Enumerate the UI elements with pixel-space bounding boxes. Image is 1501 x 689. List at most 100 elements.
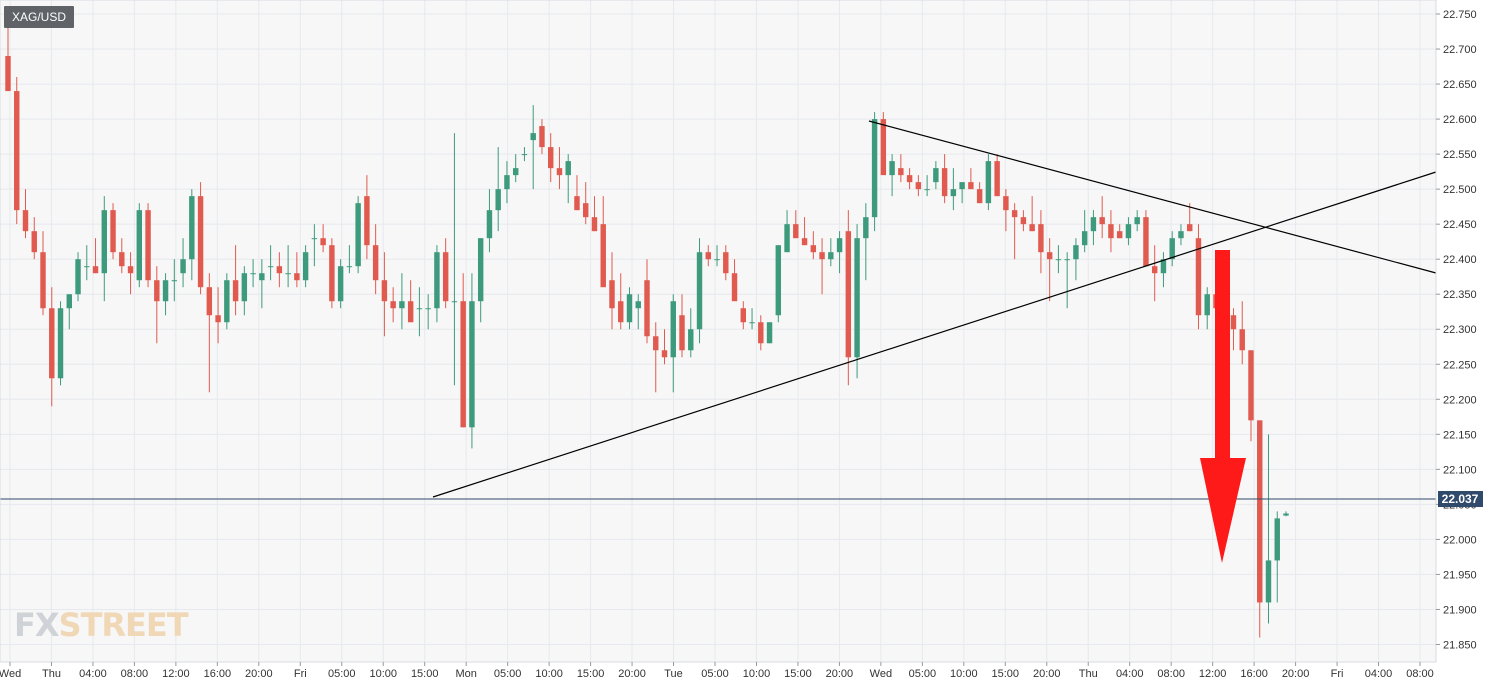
candle-body bbox=[530, 133, 536, 141]
candle bbox=[1081, 210, 1088, 253]
candle-body bbox=[66, 294, 72, 309]
candle bbox=[127, 252, 134, 295]
candle-body bbox=[1169, 238, 1175, 260]
y-tick-label: 22.200 bbox=[1443, 394, 1477, 406]
candle-body bbox=[933, 168, 939, 183]
candle bbox=[959, 182, 965, 204]
candle-body bbox=[127, 266, 134, 274]
y-tick-label: 22.000 bbox=[1443, 534, 1477, 546]
candle bbox=[793, 210, 799, 239]
candle bbox=[57, 301, 64, 386]
candle bbox=[583, 182, 589, 225]
y-tick-label: 22.150 bbox=[1443, 429, 1477, 441]
candle-body bbox=[49, 308, 55, 379]
candle bbox=[1239, 301, 1245, 365]
candle-body bbox=[364, 196, 370, 246]
candle-body bbox=[189, 196, 195, 260]
candle bbox=[285, 245, 291, 288]
candle-body bbox=[285, 273, 291, 275]
candle-body bbox=[355, 203, 361, 267]
candle bbox=[320, 224, 326, 253]
candle bbox=[302, 245, 309, 288]
candle-body bbox=[154, 280, 160, 302]
candle bbox=[407, 280, 414, 323]
candle-body bbox=[215, 315, 221, 323]
x-tick-label: 04:00 bbox=[1365, 668, 1393, 680]
candle bbox=[968, 168, 974, 190]
candle-body bbox=[1265, 560, 1272, 603]
candle-body bbox=[1125, 224, 1132, 239]
candle-body bbox=[871, 119, 878, 218]
candle-body bbox=[294, 273, 300, 281]
logo-fx: FX bbox=[14, 606, 60, 644]
candle-body bbox=[661, 350, 668, 358]
candle-body bbox=[171, 280, 178, 282]
candle-body bbox=[1081, 231, 1088, 246]
candle bbox=[915, 175, 922, 197]
candle bbox=[1125, 217, 1132, 246]
candle bbox=[276, 252, 283, 288]
plot-background bbox=[0, 0, 1436, 662]
candle-body bbox=[784, 224, 790, 253]
candle bbox=[740, 301, 747, 330]
candle-body bbox=[574, 196, 580, 211]
candle bbox=[469, 273, 475, 449]
candle-body bbox=[1195, 238, 1202, 316]
candle-body bbox=[31, 231, 37, 253]
candle-body bbox=[766, 322, 773, 344]
candle-body bbox=[372, 245, 379, 281]
x-tick-label: 10:00 bbox=[535, 668, 563, 680]
candle bbox=[1151, 245, 1158, 302]
candle-body bbox=[180, 259, 186, 274]
candle bbox=[600, 196, 606, 288]
candle-body bbox=[75, 259, 81, 295]
candle-body bbox=[941, 168, 948, 197]
candle bbox=[364, 175, 370, 260]
y-tick-label: 22.250 bbox=[1443, 359, 1477, 371]
x-tick-label: Fri bbox=[1331, 668, 1344, 680]
candle bbox=[1073, 238, 1079, 281]
candle-body bbox=[749, 322, 755, 324]
candle bbox=[854, 224, 860, 379]
candle-body bbox=[40, 252, 46, 309]
candle-body bbox=[950, 189, 957, 197]
candle-body bbox=[653, 336, 659, 351]
candle bbox=[171, 259, 178, 302]
symbol-badge: XAG/USD bbox=[4, 6, 75, 28]
y-tick-label: 21.850 bbox=[1443, 639, 1477, 651]
candle-body bbox=[250, 273, 256, 275]
candle-body bbox=[486, 210, 493, 239]
candle bbox=[425, 294, 431, 330]
x-tick-label: 08:00 bbox=[1157, 668, 1185, 680]
candle bbox=[486, 189, 493, 253]
candle bbox=[871, 112, 878, 232]
x-tick-label: 15:00 bbox=[411, 668, 439, 680]
candle-body bbox=[1038, 224, 1044, 253]
candle bbox=[1011, 203, 1018, 260]
candle bbox=[512, 154, 519, 183]
y-tick-label: 22.500 bbox=[1443, 184, 1477, 196]
candle-body bbox=[1204, 294, 1210, 316]
candle-body bbox=[600, 224, 606, 288]
candle bbox=[372, 224, 379, 295]
candle bbox=[460, 273, 466, 428]
candle-body bbox=[381, 280, 388, 302]
candle bbox=[189, 189, 195, 281]
candle-body bbox=[224, 280, 230, 323]
candle-body bbox=[679, 315, 685, 351]
candle-body bbox=[976, 189, 983, 204]
candle bbox=[259, 259, 265, 309]
x-tick-label: 15:00 bbox=[992, 668, 1020, 680]
candle bbox=[119, 238, 125, 274]
candle-body bbox=[329, 245, 335, 302]
candle bbox=[224, 273, 230, 330]
candle-body bbox=[1239, 329, 1245, 351]
candle-body bbox=[696, 252, 703, 330]
candle-body bbox=[399, 301, 405, 309]
candle-body bbox=[924, 189, 930, 191]
candle bbox=[1064, 252, 1070, 309]
down-arrow bbox=[1200, 250, 1246, 563]
candle-body bbox=[1029, 224, 1035, 232]
ascending-trendline bbox=[432, 171, 1437, 498]
candle-body bbox=[915, 182, 922, 190]
